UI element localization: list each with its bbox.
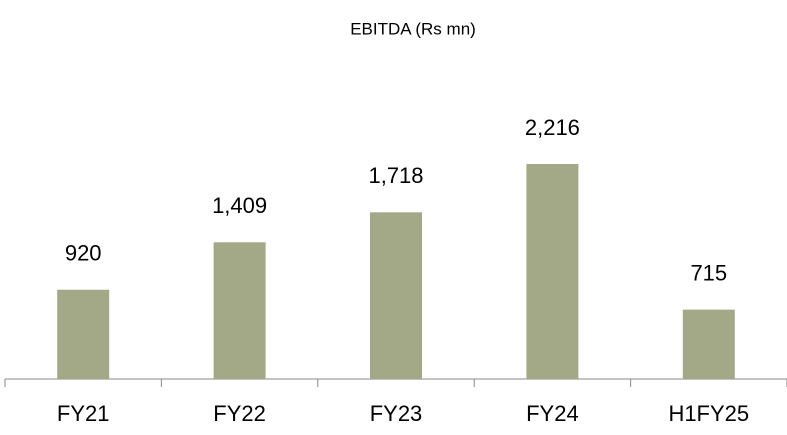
x-tick-label: FY24 xyxy=(526,401,579,426)
x-tick-label: H1FY25 xyxy=(668,401,749,426)
x-tick-label: FY22 xyxy=(213,401,266,426)
data-label: 715 xyxy=(690,260,727,285)
bar xyxy=(57,289,110,379)
data-label: 920 xyxy=(65,241,102,266)
data-label: 2,216 xyxy=(525,115,580,140)
bar xyxy=(682,309,735,379)
x-tick-label: FY21 xyxy=(57,401,110,426)
bar xyxy=(213,242,266,379)
chart-title: EBITDA (Rs mn) xyxy=(350,19,476,38)
data-label: 1,718 xyxy=(368,163,423,188)
bar xyxy=(526,164,579,379)
bar xyxy=(370,212,422,379)
x-tick-label: FY23 xyxy=(370,401,423,426)
data-label: 1,409 xyxy=(212,193,267,218)
